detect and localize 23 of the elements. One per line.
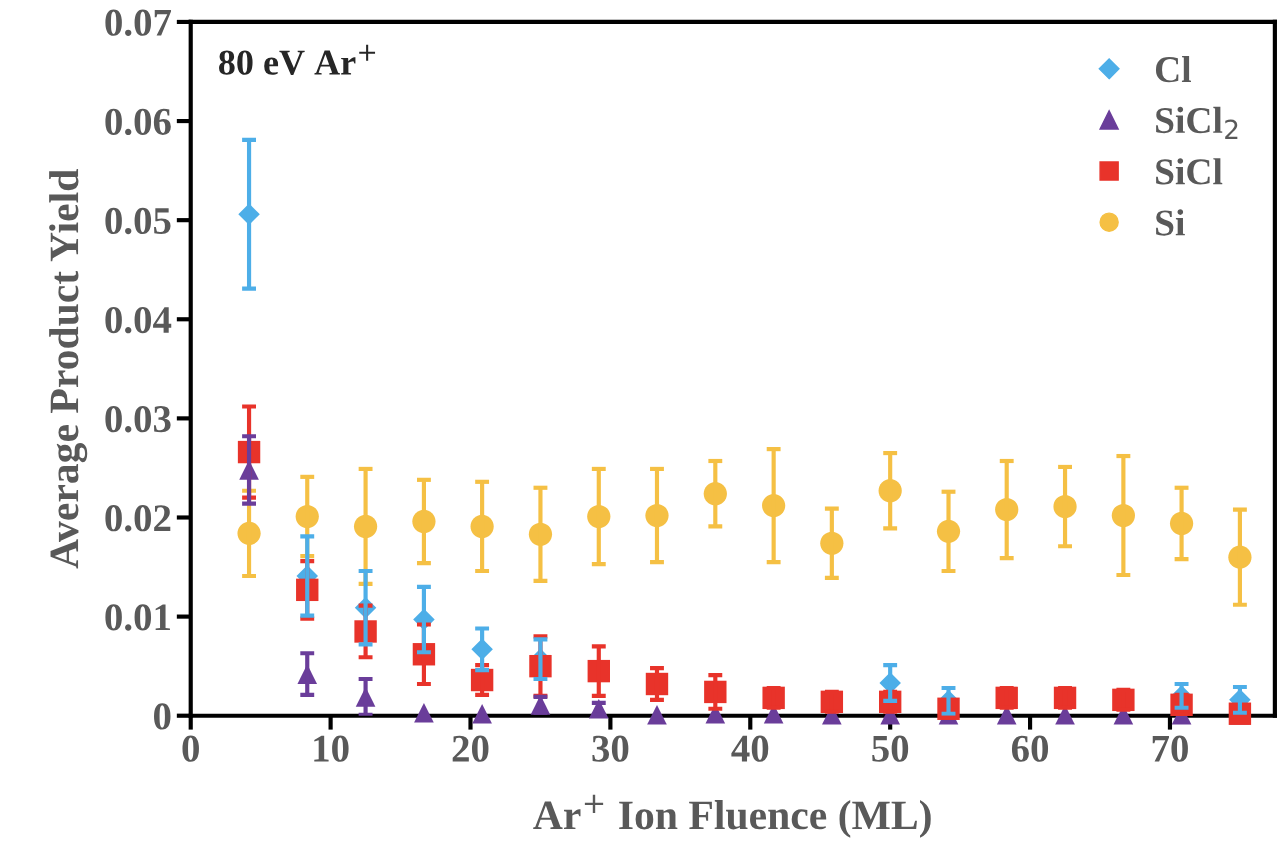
y-tick-label: 0.01 (105, 604, 170, 631)
y-tick-label: 0.07 (105, 9, 172, 36)
x-tick-label: 50 (872, 735, 909, 762)
y-tick-label: 0.03 (105, 406, 171, 433)
legend-label: SiCl$_{2}$ (1156, 106, 1238, 139)
y-tick-label: 0 (154, 703, 171, 730)
x-tick-label: 10 (314, 735, 349, 762)
annotation: 80 eV Ar$^{+}$ (219, 44, 376, 75)
y-tick-label: 0.06 (105, 108, 171, 136)
x-tick-label: 60 (1011, 735, 1049, 762)
y-tick-label: 0.05 (105, 207, 171, 235)
legend-label: SiCl (1156, 158, 1223, 185)
y-tick-label: 0.02 (105, 505, 171, 532)
x-tick-label: 20 (452, 735, 489, 762)
legend-label: Si (1156, 209, 1185, 236)
x-tick-label: 70 (1152, 735, 1188, 762)
x-tick-label: 0 (182, 735, 199, 762)
x-axis-title: Ar$^{+}$ Ion Fluence (ML) (533, 794, 931, 838)
x-tick-label: 40 (731, 735, 769, 762)
y-tick-label: 0.04 (105, 306, 172, 334)
legend-label: Cl (1155, 55, 1191, 83)
y-axis-title: Average Product Yield (49, 169, 88, 569)
x-tick-label: 30 (592, 735, 629, 762)
